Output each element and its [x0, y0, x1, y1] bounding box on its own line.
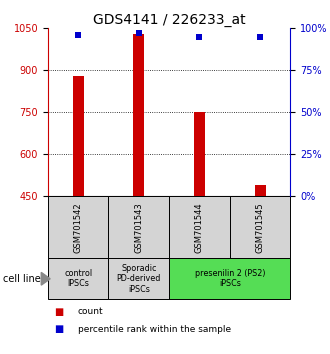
Bar — [169, 196, 230, 258]
Text: GSM701544: GSM701544 — [195, 202, 204, 253]
Bar — [109, 196, 169, 258]
Bar — [48, 258, 109, 299]
Text: percentile rank within the sample: percentile rank within the sample — [78, 325, 231, 334]
Bar — [194, 112, 205, 196]
Text: GSM701545: GSM701545 — [255, 202, 265, 253]
Text: count: count — [78, 307, 103, 316]
Text: GSM701543: GSM701543 — [134, 202, 143, 253]
Text: ■: ■ — [54, 324, 64, 334]
Bar — [73, 76, 83, 196]
Text: presenilin 2 (PS2)
iPSCs: presenilin 2 (PS2) iPSCs — [194, 269, 265, 289]
Title: GDS4141 / 226233_at: GDS4141 / 226233_at — [93, 13, 246, 27]
Bar — [230, 196, 290, 258]
Bar — [169, 258, 290, 299]
Bar — [109, 258, 169, 299]
Text: ■: ■ — [54, 307, 64, 316]
Text: control
IPSCs: control IPSCs — [64, 269, 92, 289]
Text: cell line: cell line — [3, 274, 41, 284]
Bar — [133, 34, 144, 196]
Bar — [48, 196, 109, 258]
Bar — [255, 185, 266, 196]
Text: Sporadic
PD-derived
iPSCs: Sporadic PD-derived iPSCs — [116, 264, 161, 294]
Text: GSM701542: GSM701542 — [74, 202, 83, 253]
